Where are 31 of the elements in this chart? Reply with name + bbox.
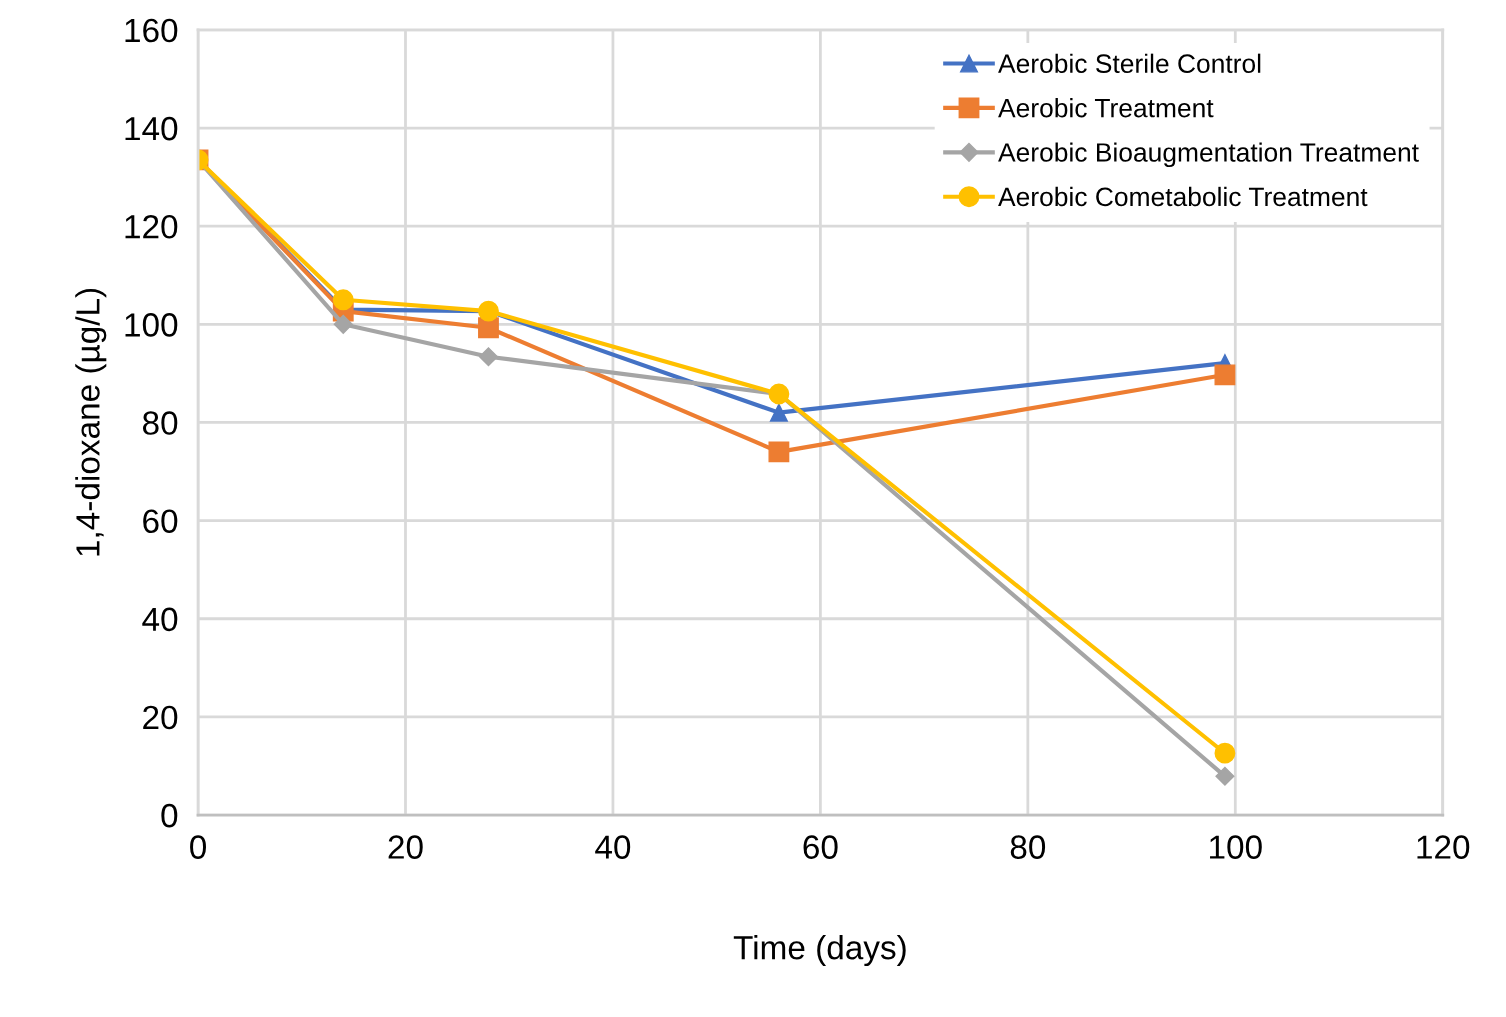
x-tick-label: 0 xyxy=(190,835,207,859)
y-tick-label: 20 xyxy=(143,705,178,730)
y-tick-label: 0 xyxy=(161,803,178,828)
point xyxy=(332,289,354,311)
point xyxy=(1214,364,1236,386)
point xyxy=(769,403,788,422)
point xyxy=(333,314,353,334)
y-tick-label: 120 xyxy=(125,214,178,239)
point xyxy=(1214,742,1236,764)
point xyxy=(768,441,790,463)
y-tick-label: 160 xyxy=(125,18,178,43)
x-tick-label: 120 xyxy=(1417,835,1470,859)
x-tick-label: 40 xyxy=(595,835,631,859)
y-tick-label: 40 xyxy=(142,607,178,632)
x-tick-label: 60 xyxy=(803,835,838,859)
x-axis-title: Time (days) xyxy=(733,934,906,967)
legend-label: Aerobic Treatment xyxy=(998,98,1214,118)
y-axis-title: 1,4-dioxane (µg/L) xyxy=(75,288,107,556)
y-tick-label: 100 xyxy=(125,313,178,337)
x-tick-label: 20 xyxy=(388,835,423,859)
point xyxy=(478,317,499,339)
x-tick-label: 100 xyxy=(1210,835,1262,859)
legend-label: Aerobic Bioaugmentation Treatment xyxy=(998,142,1419,168)
y-tick-label: 140 xyxy=(125,116,178,141)
y-tick-label: 80 xyxy=(142,411,178,435)
point xyxy=(478,347,499,367)
legend-label: Aerobic Sterile Control xyxy=(998,53,1261,74)
y-tick-label: 60 xyxy=(143,509,178,534)
point xyxy=(1215,766,1235,786)
legend-label: Aerobic Cometabolic Treatment xyxy=(998,186,1368,207)
x-tick-label: 80 xyxy=(1010,835,1046,859)
